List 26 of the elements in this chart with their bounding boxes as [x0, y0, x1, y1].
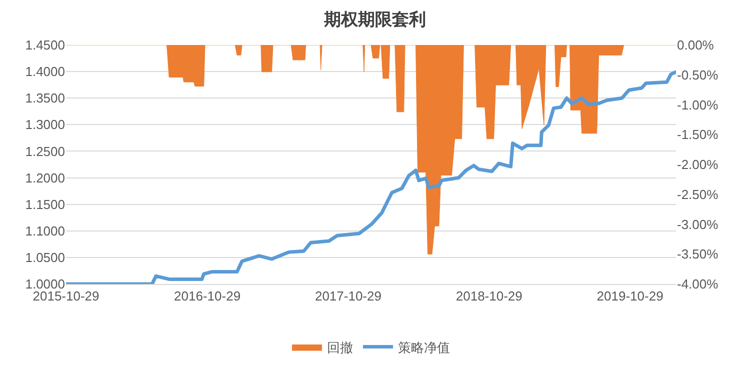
y-tick-label: 1.4000: [25, 64, 65, 80]
y2-tick-label: -1.00%: [677, 97, 719, 112]
y2-tick-label: 0.00%: [677, 38, 714, 53]
chart-title: 期权期限套利: [323, 10, 426, 30]
x-tick-label: 2019-10-29: [596, 288, 664, 304]
legend-label: 策略净值: [398, 338, 450, 356]
x-tick-label: 2016-10-29: [174, 288, 241, 304]
y2-tick-label: -0.50%: [677, 67, 719, 82]
y-tick-label: 1.3000: [25, 117, 65, 132]
y-tick-label: 1.4500: [25, 38, 65, 53]
x-tick-label: 2017-10-29: [314, 288, 382, 304]
y2-tick-label: -2.50%: [677, 186, 719, 202]
y-tick-label: 1.1500: [25, 196, 65, 212]
y-tick-label: 1.3500: [25, 90, 65, 106]
y-tick-label: 1.0500: [25, 250, 65, 265]
x-tick-label: 2018-10-29: [456, 288, 522, 304]
y-tick-label: 1.2000: [25, 170, 65, 186]
y2-tick-label: -1.50%: [677, 127, 719, 142]
y2-tick-label: -4.00%: [677, 276, 719, 292]
y-tick-label: 1.1000: [25, 223, 65, 238]
y2-tick-label: -3.50%: [677, 246, 719, 262]
line-series: [66, 70, 676, 284]
y2-tick-label: -2.00%: [677, 157, 719, 172]
legend-label: 回撤: [327, 338, 353, 356]
y2-tick-label: -3.00%: [677, 216, 719, 232]
y-tick-label: 1.2500: [25, 144, 65, 159]
